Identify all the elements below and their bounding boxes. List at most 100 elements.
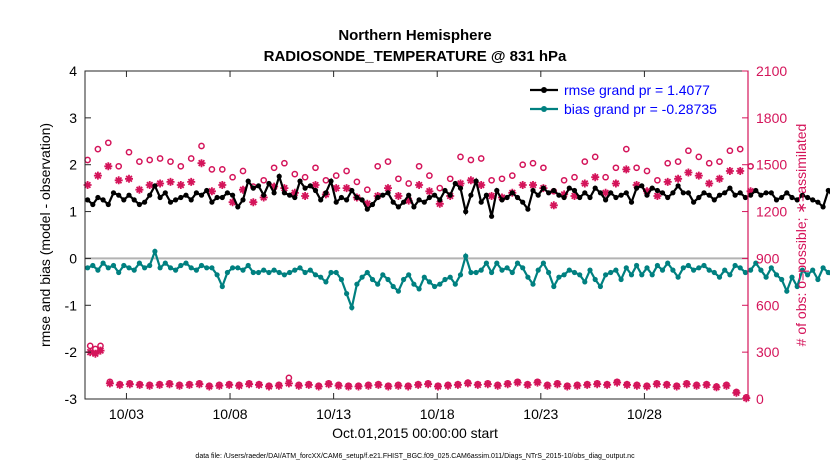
obs-assimilated-point: [104, 162, 113, 171]
bias-series-point: [126, 265, 132, 271]
rmse-series-point: [520, 199, 526, 205]
obs-assimilated-point: [394, 192, 403, 200]
bias-series-point: [90, 262, 96, 269]
y-right-tick-label: 900: [756, 250, 780, 266]
obs-assimilated-point: [314, 382, 323, 391]
rmse-series-point: [727, 185, 733, 191]
obs-assimilated-point: [218, 181, 227, 189]
rmse-series-point: [240, 197, 246, 203]
rmse-series-point: [571, 187, 578, 194]
bias-series-point: [737, 265, 743, 271]
bias-series-point: [131, 267, 137, 273]
obs-assimilated-point: [249, 198, 258, 207]
bias-series-point: [183, 260, 189, 266]
obs-assimilated-point: [702, 380, 711, 389]
obs-possible-point: [664, 159, 672, 167]
rmse-series-point: [380, 192, 386, 198]
rmse-series-point: [354, 194, 360, 201]
bias-series-point: [219, 283, 225, 290]
plot-area: [85, 71, 748, 399]
x-tick-label: 10/28: [627, 406, 662, 422]
obs-possible-point: [591, 153, 599, 161]
y-right-tick-label: 1800: [756, 110, 787, 126]
rmse-series-point: [685, 190, 692, 196]
obs-assimilated-point: [543, 381, 552, 390]
obs-assimilated-point: [725, 167, 734, 175]
bias-series-point: [587, 267, 593, 273]
bias-series-point: [779, 276, 785, 283]
obs-possible-point: [229, 173, 236, 181]
rmse-series-point: [820, 204, 826, 210]
bias-series-point: [369, 276, 376, 283]
obs-possible-point: [508, 172, 516, 179]
rmse-series-point: [416, 197, 422, 203]
bias-series-point: [571, 269, 578, 276]
bias-series-point: [810, 267, 816, 273]
obs-possible-point: [560, 176, 568, 184]
rmse-series-point: [748, 192, 754, 198]
obs-possible-point: [519, 161, 527, 169]
obs-assimilated-point: [487, 192, 496, 200]
rmse-series-point: [193, 190, 199, 196]
obs-assimilated-point: [601, 188, 610, 197]
obs-assimilated-point: [434, 382, 442, 391]
obs-assimilated-point: [672, 382, 681, 391]
bias-series-point: [753, 260, 759, 266]
x-axis-label: Oct.01,2015 00:00:00 start: [332, 425, 498, 441]
bias-series-point: [525, 274, 531, 280]
rmse-series-point: [644, 192, 650, 198]
obs-assimilated-point: [553, 380, 562, 389]
bias-series-point: [732, 262, 738, 269]
bias-series-point: [685, 262, 692, 269]
obs-possible-point: [218, 166, 226, 173]
rmse-series-point: [504, 194, 510, 201]
rmse-series-point: [214, 194, 220, 201]
rmse-series-point: [742, 194, 749, 201]
obs-assimilated-point: [96, 346, 105, 355]
obs-possible-point: [405, 180, 413, 187]
legend-label-rmse: rmse grand pr = 1.4077: [564, 82, 710, 98]
bias-series-point: [691, 267, 697, 273]
rmse-series-point: [592, 185, 598, 191]
legend: rmse grand pr = 1.4077 bias grand pr = -0…: [530, 82, 717, 117]
rmse-series-point: [732, 192, 738, 198]
bias-series-point: [577, 272, 583, 278]
bias-series-point: [540, 260, 547, 266]
obs-assimilated-point: [503, 380, 512, 389]
rmse-series-point: [463, 209, 469, 215]
bias-series-point: [613, 267, 619, 273]
bias-series-point: [742, 269, 749, 276]
bias-series-point: [302, 269, 308, 276]
bias-series-point: [582, 279, 588, 285]
bias-series-point: [711, 269, 717, 276]
bias-series-point: [276, 269, 282, 276]
rmse-series-point: [618, 192, 624, 198]
obs-assimilated-point: [145, 381, 154, 390]
rmse-series: [85, 172, 830, 219]
obs-assimilated-point: [270, 182, 279, 191]
rmse-series-point: [825, 187, 830, 194]
bias-series-point: [110, 262, 117, 269]
obs-assimilated-point: [560, 190, 569, 199]
rmse-series-point: [587, 194, 593, 201]
rmse-series-point: [307, 183, 313, 189]
obs-assimilated-point: [374, 380, 383, 389]
obs-assimilated-point: [155, 380, 164, 389]
obs-possible-point: [581, 158, 589, 165]
rmse-series-point: [815, 199, 821, 205]
bias-series-point: [416, 286, 422, 292]
obs-assimilated-point: [573, 381, 582, 390]
chart-subtitle: RADIOSONDE_TEMPERATURE @ 831 hPa: [264, 48, 567, 65]
bias-series-point: [561, 272, 567, 278]
rmse-series-point: [318, 197, 324, 203]
obs-assimilated-point: [265, 382, 273, 391]
obs-assimilated-point: [483, 380, 492, 389]
bias-series-point: [442, 276, 448, 283]
y-right-tick-label: 1500: [756, 157, 787, 173]
obs-possible-point: [674, 158, 682, 165]
bias-series: [85, 248, 830, 312]
obs-possible-point: [115, 162, 123, 170]
obs-assimilated-point: [518, 181, 527, 189]
y-left-tick-label: 1: [69, 204, 77, 220]
obs-assimilated-point: [205, 382, 214, 391]
